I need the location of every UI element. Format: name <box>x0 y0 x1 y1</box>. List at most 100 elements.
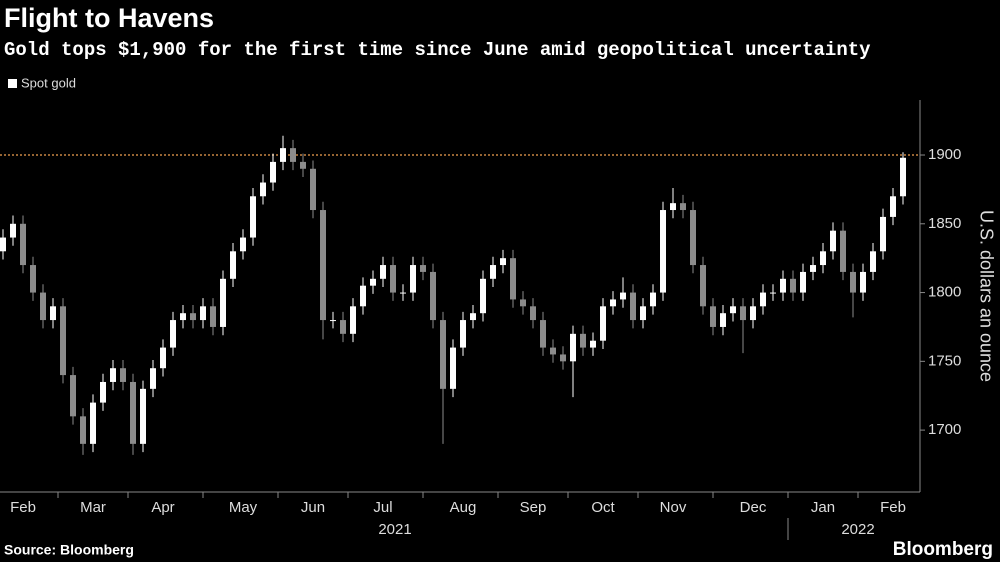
candle-body <box>690 210 696 266</box>
candle-body <box>510 258 516 300</box>
candle-body <box>300 161 306 169</box>
candle-body <box>370 278 376 286</box>
candle-body <box>40 292 46 321</box>
candle-body <box>670 203 676 211</box>
candle-body <box>190 313 196 321</box>
candle-body <box>50 306 56 321</box>
candle-body <box>420 265 426 272</box>
candle-body <box>710 306 716 327</box>
y-axis-label: U.S. dollars an ounce <box>976 210 996 382</box>
candle-body <box>770 292 776 294</box>
candle-body <box>220 278 226 327</box>
candle-body <box>440 320 446 389</box>
candle-body <box>490 265 496 279</box>
candle-body <box>380 265 386 279</box>
candle-body <box>180 313 186 321</box>
candle-body <box>700 265 706 307</box>
candle-body <box>330 320 336 322</box>
y-tick-label: 1750 <box>928 352 961 369</box>
candle-body <box>560 354 566 362</box>
x-tick-label: Mar <box>80 499 106 516</box>
candle-body <box>840 230 846 272</box>
candle-body <box>610 299 616 307</box>
candle-body <box>140 388 146 444</box>
candle-body <box>150 368 156 389</box>
candle-body <box>890 196 896 217</box>
candle-body <box>450 347 456 389</box>
candle-body <box>900 157 906 197</box>
candle-body <box>430 271 436 321</box>
candle-body <box>870 251 876 272</box>
candle-body <box>360 285 366 307</box>
x-group-label: 2021 <box>378 521 411 538</box>
candle-body <box>390 265 396 293</box>
candle-body <box>20 223 26 266</box>
candle-body <box>270 161 276 183</box>
candle-body <box>60 306 66 376</box>
candle-body <box>620 292 626 300</box>
candle-body <box>650 292 656 307</box>
candle-body <box>290 148 296 162</box>
candle-body <box>850 271 856 293</box>
legend-label: Spot gold <box>21 75 76 90</box>
candle-body <box>570 333 576 362</box>
candle-body <box>400 292 406 294</box>
x-tick-label: Aug <box>450 499 477 516</box>
candle-body <box>340 320 346 334</box>
candle-body <box>210 306 216 327</box>
candle-body <box>100 381 106 403</box>
candle-body <box>30 265 36 293</box>
candle-body <box>590 340 596 348</box>
y-tick-label: 1800 <box>928 284 961 301</box>
candle-body <box>320 210 326 321</box>
candle-body <box>760 292 766 307</box>
candle-body <box>470 313 476 321</box>
x-tick-label: Oct <box>591 499 615 516</box>
candle-body <box>120 368 126 382</box>
candle-body <box>130 381 136 444</box>
candle-body <box>460 320 466 348</box>
candle-body <box>790 278 796 293</box>
legend-swatch <box>8 79 17 88</box>
x-tick-label: Nov <box>660 499 687 516</box>
candle-body <box>310 168 316 211</box>
candle-body <box>260 182 266 197</box>
candle-body <box>810 265 816 272</box>
candle-body <box>740 306 746 321</box>
candle-body <box>280 148 286 162</box>
candle-body <box>230 251 236 279</box>
candle-body <box>240 237 246 252</box>
candle-body <box>160 347 166 369</box>
candle-body <box>80 416 86 444</box>
candle-body <box>820 251 826 266</box>
chart-title: Flight to Havens <box>4 3 214 33</box>
candle-body <box>640 306 646 321</box>
candle-body <box>530 306 536 321</box>
x-group-label: 2022 <box>841 521 874 538</box>
candle-body <box>750 306 756 321</box>
candle-body <box>90 402 96 444</box>
x-tick-label: Dec <box>740 499 767 516</box>
x-tick-label: Apr <box>151 499 174 516</box>
candle-body <box>0 237 6 252</box>
candle-body <box>880 216 886 252</box>
candle-body <box>860 271 866 293</box>
candle-body <box>600 306 606 341</box>
candle-body <box>630 292 636 321</box>
x-tick-label: Jan <box>811 499 835 516</box>
candle-body <box>10 223 16 238</box>
candle-body <box>730 306 736 314</box>
x-tick-label: Feb <box>880 499 906 516</box>
candle-body <box>830 230 836 252</box>
candle-body <box>350 306 356 334</box>
candle-body <box>720 313 726 327</box>
brand: Bloomberg <box>893 539 993 560</box>
y-tick-label: 1700 <box>928 421 961 438</box>
candle-body <box>780 278 786 293</box>
candle-body <box>500 258 506 266</box>
candle-body <box>410 265 416 293</box>
source: Source: Bloomberg <box>4 542 134 558</box>
x-tick-label: Jul <box>373 499 392 516</box>
x-tick-label: Feb <box>10 499 36 516</box>
